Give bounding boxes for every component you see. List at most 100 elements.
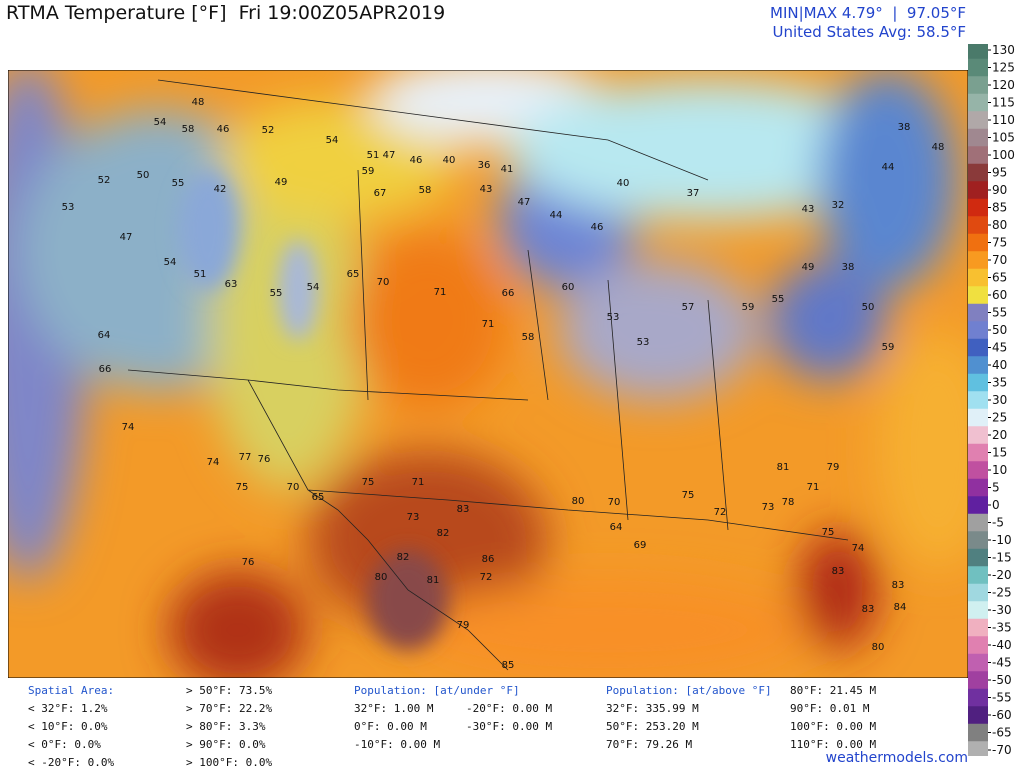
colorbar-swatch	[968, 723, 988, 742]
stat-item: -20°F: 0.00 M	[466, 702, 553, 715]
station-temp: 50	[137, 170, 150, 181]
colorbar-label: -25	[992, 586, 1012, 600]
stat-item: < 32°F: 1.2%	[28, 702, 108, 715]
station-temp: 84	[894, 602, 907, 613]
station-temp: 75	[362, 477, 375, 488]
stat-item: < 10°F: 0.0%	[28, 720, 108, 733]
station-temp: 48	[932, 142, 945, 153]
stat-item: 32°F: 335.99 M	[606, 702, 699, 715]
pop-under-title: Population: [at/under °F]	[354, 684, 520, 697]
station-temp: 46	[410, 155, 423, 166]
colorbar-swatch	[968, 548, 988, 567]
colorbar-label: 25	[992, 411, 1007, 425]
station-temp: 79	[827, 462, 840, 473]
station-temp: 37	[687, 188, 700, 199]
station-temp: 42	[214, 184, 227, 195]
station-temp: 80	[375, 572, 388, 583]
colorbar-swatch	[968, 653, 988, 672]
station-temp: 36	[478, 160, 491, 171]
colorbar-swatch	[968, 408, 988, 427]
temperature-field	[8, 70, 968, 678]
colorbar-label: 120	[992, 78, 1015, 92]
station-temp: 77	[239, 452, 252, 463]
title: RTMA Temperature [°F] Fri 19:00Z05APR201…	[6, 2, 446, 24]
colorbar-label: 85	[992, 201, 1007, 215]
colorbar-label: 65	[992, 271, 1007, 285]
stat-item: 70°F: 79.26 M	[606, 738, 693, 751]
colorbar-swatch	[968, 618, 988, 637]
station-temp: 49	[275, 177, 288, 188]
station-temp: 41	[501, 164, 514, 175]
station-temp: 83	[457, 504, 470, 515]
colorbar-swatch	[968, 513, 988, 532]
colorbar-swatch	[968, 303, 988, 322]
colorbar-label: 130	[992, 44, 1015, 57]
station-temp: 79	[457, 620, 470, 631]
colorbar-label: -50	[992, 673, 1012, 687]
station-temp: 55	[172, 178, 185, 189]
pop-above-title: Population: [at/above °F]	[606, 684, 772, 697]
colorbar-label: 60	[992, 288, 1007, 302]
colorbar-swatch	[968, 233, 988, 252]
colorbar-swatch	[968, 391, 988, 410]
colorbar-label: -5	[992, 516, 1004, 530]
colorbar-label: 100	[992, 148, 1015, 162]
station-temp: 38	[842, 262, 855, 273]
station-temp: 86	[482, 554, 495, 565]
station-temp: 76	[258, 454, 271, 465]
colorbar-swatch	[968, 478, 988, 497]
station-temp: 65	[347, 269, 360, 280]
station-temp: 71	[482, 319, 495, 330]
station-temp: 54	[164, 257, 177, 268]
station-temp: 47	[518, 197, 531, 208]
station-temp: 52	[98, 175, 111, 186]
colorbar-label: 5	[992, 481, 1000, 495]
colorbar-swatch	[968, 583, 988, 602]
station-temp: 66	[99, 364, 112, 375]
station-temp: 43	[480, 184, 493, 195]
colorbar-label: 50	[992, 323, 1007, 337]
stat-item: < -20°F: 0.0%	[28, 756, 115, 769]
colorbar-swatch	[968, 321, 988, 340]
station-temp: 53	[637, 337, 650, 348]
colorbar-label: 80	[992, 218, 1007, 232]
station-temp: 75	[236, 482, 249, 493]
station-temp: 49	[802, 262, 815, 273]
station-temp: 67	[374, 188, 387, 199]
station-temp: 72	[714, 507, 727, 518]
station-temp: 81	[777, 462, 790, 473]
colorbar-label: 115	[992, 96, 1015, 110]
colorbar-swatch	[968, 566, 988, 585]
min-max: MIN|MAX 4.79° | 97.05°F	[770, 4, 966, 22]
colorbar: 1301251201151101051009590858075706560555…	[968, 44, 1015, 756]
colorbar-swatch	[968, 373, 988, 392]
station-temp: 66	[502, 288, 515, 299]
colorbar-swatch	[968, 338, 988, 357]
borders	[127, 79, 849, 671]
stat-item: < 0°F: 0.0%	[28, 738, 101, 751]
station-temp: 59	[362, 166, 375, 177]
colorbar-label: 90	[992, 183, 1007, 197]
colorbar-label: -35	[992, 621, 1012, 635]
stat-item: 50°F: 253.20 M	[606, 720, 699, 733]
colorbar-swatch	[968, 286, 988, 305]
station-temp: 75	[822, 527, 835, 538]
station-temp: 40	[617, 178, 630, 189]
station-temp: 71	[807, 482, 820, 493]
station-temp: 76	[242, 557, 255, 568]
colorbar-swatch	[968, 146, 988, 165]
colorbar-label: 125	[992, 61, 1015, 75]
stat-item: 90°F: 0.01 M	[790, 702, 870, 715]
colorbar-swatch	[968, 741, 988, 756]
colorbar-swatch	[968, 356, 988, 375]
station-temp: 58	[522, 332, 535, 343]
stat-item: -30°F: 0.00 M	[466, 720, 553, 733]
station-temp: 73	[407, 512, 420, 523]
colorbar-label: 15	[992, 446, 1007, 460]
station-temp: 46	[591, 222, 604, 233]
stat-item: -10°F: 0.00 M	[354, 738, 441, 751]
credit: weathermodels.com	[825, 750, 968, 766]
colorbar-swatch	[968, 181, 988, 200]
station-temp: 44	[882, 162, 895, 173]
